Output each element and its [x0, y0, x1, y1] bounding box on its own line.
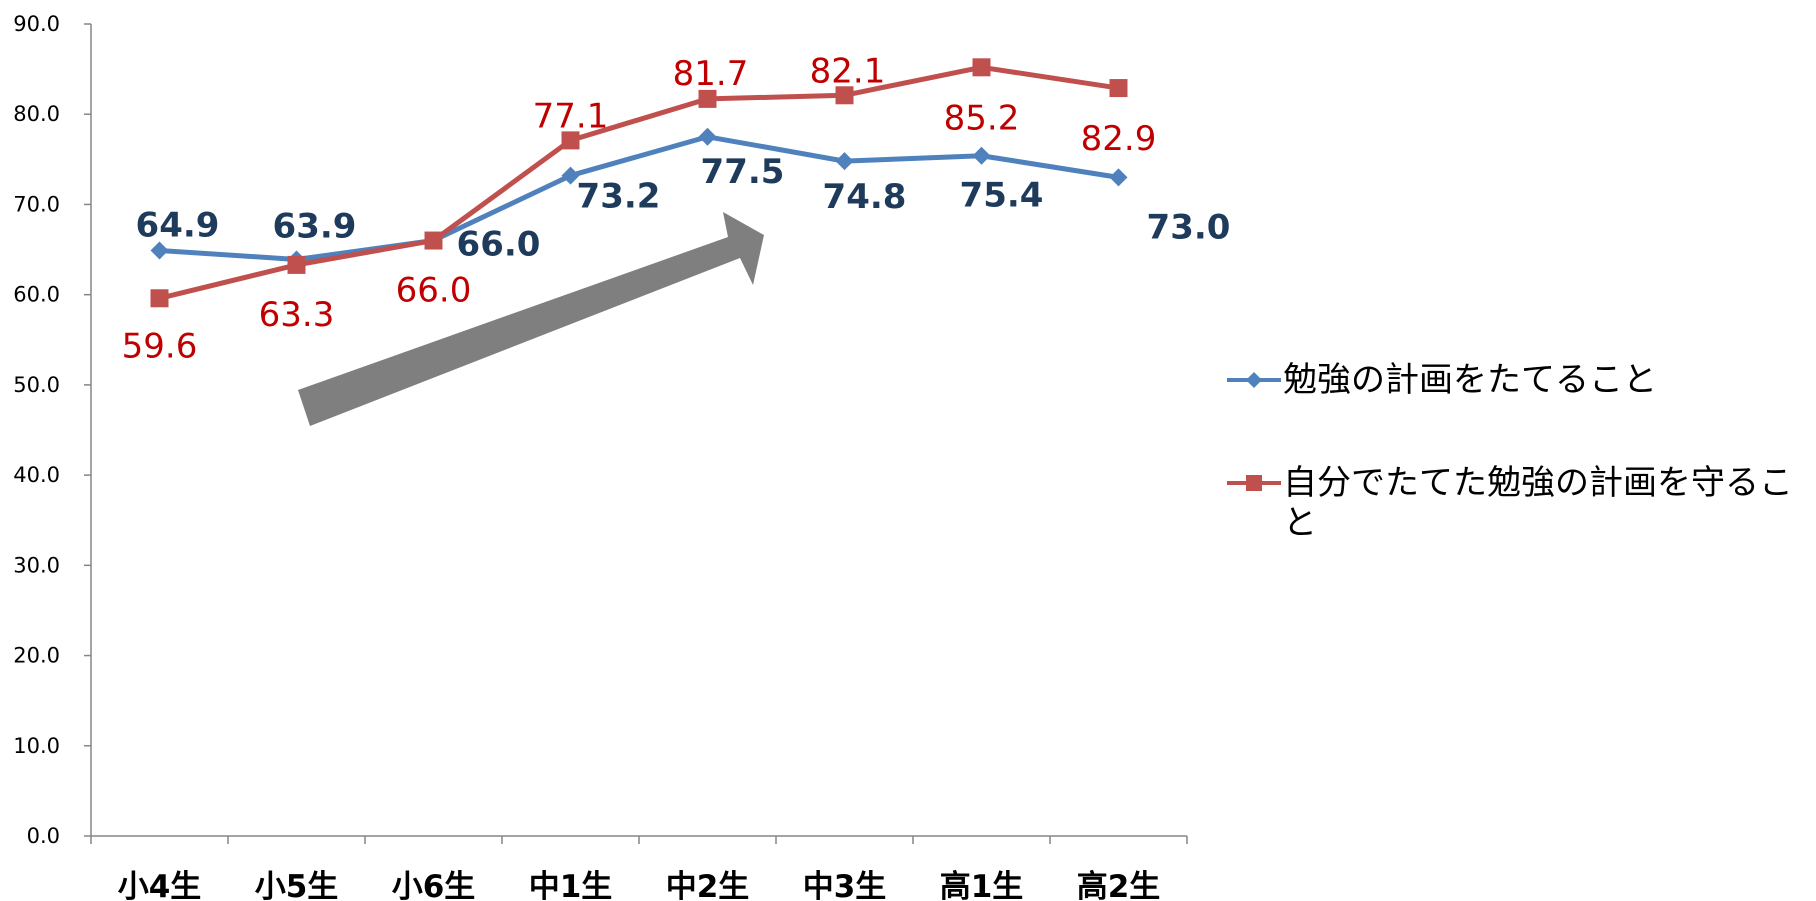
series-line-1 — [159, 134, 1119, 262]
series-1-data-label: 73.0 — [1147, 207, 1231, 247]
series-1-data-label: 64.9 — [136, 205, 220, 245]
series-layer — [150, 58, 1128, 308]
series-1-data-label: 74.8 — [823, 177, 907, 217]
series-2-point — [972, 58, 991, 77]
legend-item-series-2: 自分でたてた勉強の計画を守ること — [1225, 463, 1813, 543]
x-tick-label: 高2生 — [1077, 869, 1161, 901]
series-2-point — [287, 255, 306, 274]
y-tick-label: 60.0 — [13, 283, 60, 307]
series-line-2 — [158, 64, 1119, 301]
y-tick-label: 90.0 — [13, 12, 60, 36]
series-2-point — [698, 89, 717, 108]
x-tick-label: 中1生 — [529, 869, 613, 901]
series-2-data-label: 77.1 — [533, 96, 609, 136]
x-tick-label: 小4生 — [118, 869, 202, 901]
series-2-data-label: 63.3 — [259, 295, 335, 335]
series-2-point — [424, 231, 443, 250]
legend-swatch-diamond-icon — [1227, 372, 1281, 388]
x-tick-label: 小6生 — [392, 869, 476, 901]
y-tick-label: 10.0 — [13, 734, 60, 758]
series-2-point — [1109, 79, 1128, 98]
trend-arrow — [298, 212, 764, 426]
series-1-point — [835, 152, 854, 171]
x-tick-label: 高1生 — [940, 869, 1024, 901]
series-1-point — [698, 127, 717, 146]
series-1-data-label: 75.4 — [960, 176, 1044, 216]
legend-label-series-2: 自分でたてた勉強の計画を守ること — [1283, 463, 1793, 543]
y-tick-label: 50.0 — [13, 373, 60, 397]
series-1-data-label: 66.0 — [457, 225, 541, 265]
x-tick-label: 小5生 — [255, 869, 339, 901]
chart-axes: 0.0 10.0 20.0 30.0 40.0 50.0 60.0 70.0 80.0 90.0 小… — [13, 12, 1188, 901]
series-1-data-label: 63.9 — [273, 206, 357, 246]
x-tick-label: 中2生 — [666, 869, 750, 901]
series-2-data-label: 82.9 — [1081, 119, 1157, 159]
series-2-data-label: 66.0 — [396, 271, 472, 311]
series-2-data-label: 85.2 — [944, 98, 1020, 138]
legend-label-series-1: 勉強の計画をたてること — [1283, 360, 1657, 400]
series-1-point — [1109, 168, 1128, 187]
series-1-data-label: 77.5 — [701, 152, 785, 192]
series-2-point — [561, 131, 580, 150]
series-2-point — [835, 86, 854, 105]
y-tick-label: 30.0 — [13, 553, 60, 577]
series-2-data-label: 81.7 — [673, 54, 749, 94]
y-tick-label: 40.0 — [13, 463, 60, 487]
y-tick-label: 80.0 — [13, 102, 60, 126]
y-tick-label: 20.0 — [13, 644, 60, 668]
series-1-point — [561, 166, 580, 185]
legend-item-series-1: 勉強の計画をたてること — [1225, 360, 1813, 400]
y-tick-label: 0.0 — [27, 824, 60, 848]
x-tick-label: 中3生 — [803, 869, 887, 901]
trend-arrow-layer — [298, 212, 764, 426]
series-2-point — [150, 289, 169, 308]
series-2-data-label: 82.1 — [810, 51, 886, 91]
series-1-point — [150, 241, 169, 260]
y-tick-label: 70.0 — [13, 192, 60, 216]
series-1-data-label: 73.2 — [577, 177, 661, 217]
data-label-layer: 64.9 63.9 66.0 73.2 77.5 74.8 75.4 73.0 59.6 63.3… — [122, 51, 1231, 366]
legend-swatch-square-icon — [1227, 475, 1281, 491]
series-2-data-label: 59.6 — [122, 326, 198, 366]
series-1-point — [972, 146, 991, 165]
